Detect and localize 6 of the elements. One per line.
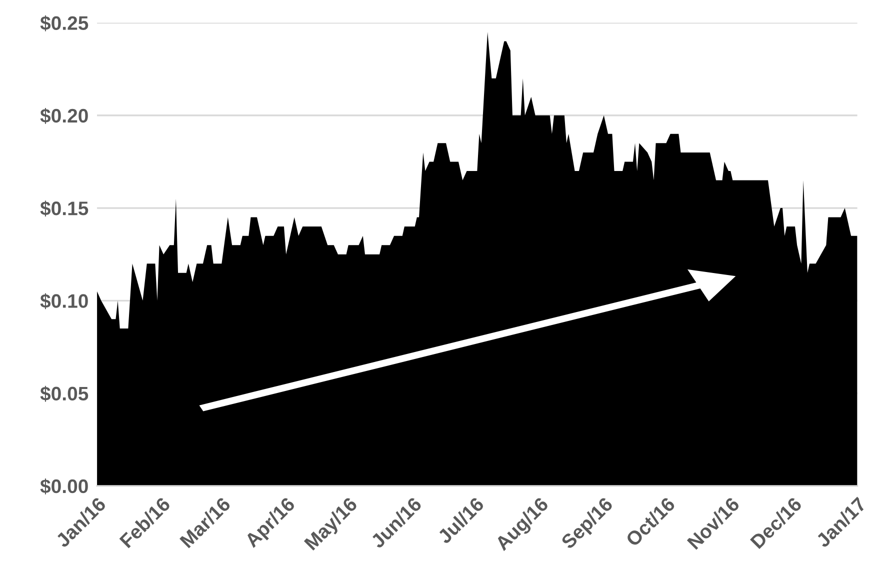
y-tick-label: $0.00 (40, 478, 88, 494)
y-tick-label: $0.20 (40, 108, 88, 124)
y-tick-label: $0.25 (40, 15, 88, 32)
y-tick-label: $0.10 (40, 293, 88, 310)
y-tick-label: $0.05 (40, 386, 88, 402)
y-tick-label: $0.15 (40, 200, 88, 217)
